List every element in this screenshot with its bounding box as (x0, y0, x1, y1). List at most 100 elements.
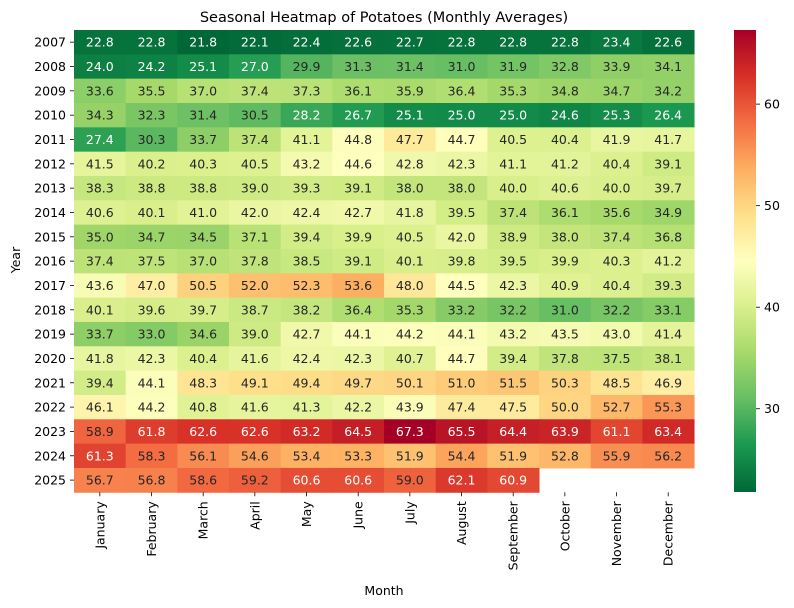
cell-value-label: 37.8 (551, 351, 579, 366)
y-tick-label: 2018 (34, 302, 66, 317)
heatmap-cell (435, 370, 488, 396)
heatmap-cell (177, 200, 230, 226)
heatmap-cell (435, 346, 488, 372)
heatmap-cell (384, 346, 437, 372)
heatmap-cell (384, 273, 437, 299)
cell-value-label: 34.5 (189, 229, 217, 244)
cell-value-label: 42.7 (293, 327, 321, 342)
heatmap-cell (384, 127, 437, 153)
heatmap-cell (229, 394, 282, 420)
heatmap-cell (435, 419, 488, 445)
heatmap-cell (125, 248, 178, 274)
heatmap-cell (177, 78, 230, 104)
heatmap-cell (642, 394, 695, 420)
heatmap-cell (332, 297, 385, 323)
heatmap-cell (125, 297, 178, 323)
cell-value-label: 27.0 (241, 59, 269, 74)
cell-value-label: 35.3 (499, 83, 527, 98)
heatmap-cell (487, 175, 540, 201)
cell-value-label: 46.1 (86, 400, 114, 415)
cell-value-label: 22.6 (344, 35, 372, 50)
cell-value-label: 39.7 (654, 181, 682, 196)
heatmap-cell (384, 30, 437, 55)
cell-value-label: 41.3 (293, 400, 321, 415)
heatmap-cell (642, 370, 695, 396)
heatmap-cell (384, 200, 437, 226)
cell-value-label: 58.9 (86, 424, 114, 439)
heatmap-cell (125, 54, 178, 80)
cell-value-label: 34.6 (189, 327, 217, 342)
cell-value-label: 34.7 (603, 83, 631, 98)
cell-value-label: 39.1 (344, 181, 372, 196)
heatmap-cell (539, 419, 592, 445)
heatmap-cell (642, 321, 695, 347)
cell-value-label: 34.1 (654, 59, 682, 74)
heatmap-cell (280, 102, 333, 128)
cell-value-label: 40.3 (603, 254, 631, 269)
cell-value-label: 53.6 (344, 278, 372, 293)
heatmap-cell (332, 151, 385, 177)
cell-value-label: 44.1 (138, 375, 166, 390)
heatmap-cell (384, 443, 437, 469)
heatmap-cell (435, 30, 488, 55)
cell-value-label: 42.3 (448, 156, 476, 171)
cell-value-label: 35.9 (396, 83, 424, 98)
x-tick-label: November (609, 500, 624, 566)
heatmap-cell (642, 346, 695, 372)
heatmap-cell (435, 151, 488, 177)
cell-value-label: 51.9 (396, 448, 424, 463)
cell-value-label: 37.8 (241, 254, 269, 269)
cell-value-label: 40.7 (396, 351, 424, 366)
heatmap-cell (487, 467, 540, 493)
cell-value-label: 38.1 (654, 351, 682, 366)
heatmap-cell (74, 224, 127, 250)
cell-value-label: 38.5 (293, 254, 321, 269)
cell-value-label: 41.0 (189, 205, 217, 220)
heatmap-cell (280, 175, 333, 201)
heatmap-cell (125, 175, 178, 201)
cell-value-label: 67.3 (396, 424, 424, 439)
cell-value-label: 40.6 (86, 205, 114, 220)
cell-value-label: 37.4 (499, 205, 527, 220)
cell-value-label: 53.3 (344, 448, 372, 463)
heatmap-cell (177, 443, 230, 469)
heatmap-cell (384, 370, 437, 396)
colorbar-tick-label: 40 (764, 300, 780, 315)
cell-value-label: 26.4 (654, 108, 682, 123)
colorbar (734, 30, 756, 492)
cell-value-label: 38.3 (86, 181, 114, 196)
heatmap-cell (590, 127, 643, 153)
heatmap-cell (435, 78, 488, 104)
cell-value-label: 32.2 (603, 302, 631, 317)
heatmap-cell (125, 102, 178, 128)
cell-value-label: 31.3 (344, 59, 372, 74)
y-tick-label: 2016 (34, 254, 66, 269)
heatmap-cell (74, 297, 127, 323)
heatmap-cell (590, 273, 643, 299)
y-tick-label: 2015 (34, 229, 66, 244)
cell-value-label: 29.9 (293, 59, 321, 74)
heatmap-cell (74, 248, 127, 274)
cell-value-label: 40.1 (138, 205, 166, 220)
heatmap-cell (125, 370, 178, 396)
heatmap-cell (539, 248, 592, 274)
heatmap-cell (280, 248, 333, 274)
heatmap-cell (74, 127, 127, 153)
cell-value-label: 42.8 (396, 156, 424, 171)
cell-value-label: 34.8 (551, 83, 579, 98)
cell-value-label: 44.2 (396, 327, 424, 342)
cell-value-label: 37.0 (189, 83, 217, 98)
cell-value-label: 34.2 (654, 83, 682, 98)
cell-value-label: 64.5 (344, 424, 372, 439)
heatmap-cell (177, 419, 230, 445)
heatmap-cell (487, 127, 540, 153)
heatmap-cell (332, 54, 385, 80)
heatmap-cell (590, 200, 643, 226)
cell-value-label: 25.0 (499, 108, 527, 123)
cell-value-label: 41.1 (293, 132, 321, 147)
heatmap-cell (487, 273, 540, 299)
cell-value-label: 33.0 (138, 327, 166, 342)
heatmap-cell (74, 78, 127, 104)
cell-value-label: 22.4 (293, 35, 321, 50)
cell-value-label: 41.8 (396, 205, 424, 220)
